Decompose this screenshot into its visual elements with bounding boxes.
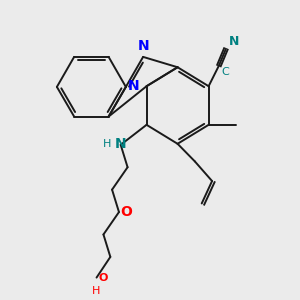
Text: O: O xyxy=(121,205,133,219)
Text: N: N xyxy=(127,79,139,93)
Text: H: H xyxy=(103,139,111,149)
Text: C: C xyxy=(222,67,230,77)
Text: N: N xyxy=(229,35,239,48)
Text: H: H xyxy=(92,286,100,296)
Text: N: N xyxy=(115,137,127,151)
Text: N: N xyxy=(137,39,149,53)
Text: O: O xyxy=(98,273,108,283)
